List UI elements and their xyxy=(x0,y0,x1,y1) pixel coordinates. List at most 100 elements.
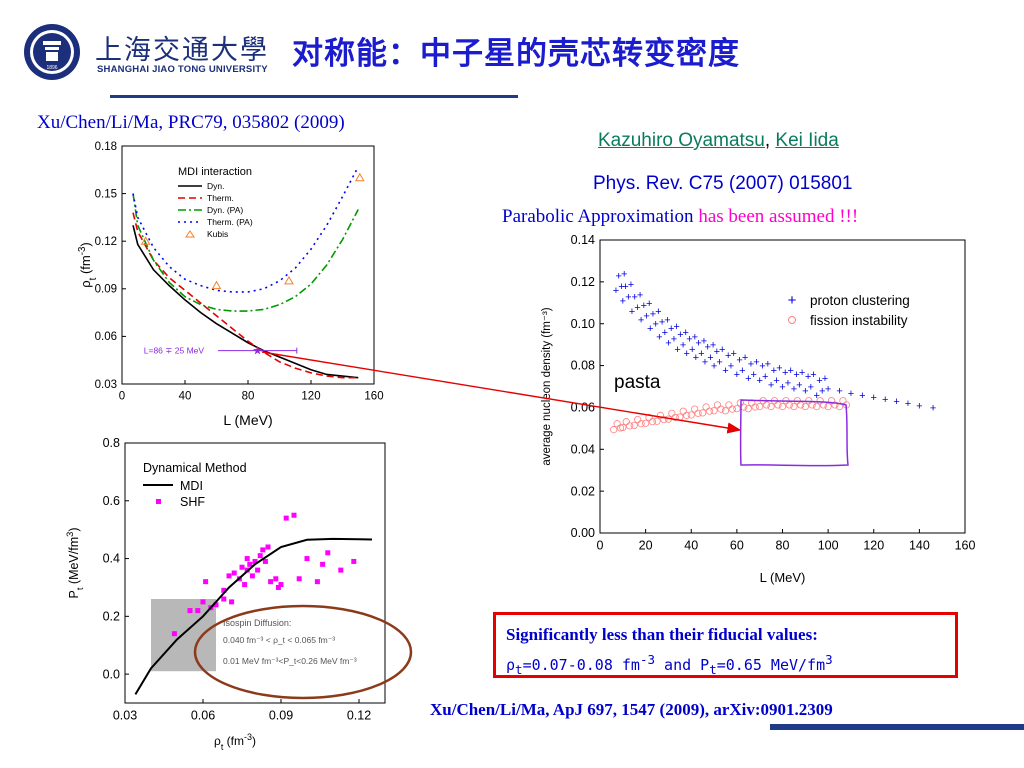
shf-point xyxy=(278,582,284,588)
x-tick-label: 0.06 xyxy=(191,709,215,723)
proton-clustering-point: + xyxy=(662,327,668,339)
kubis-triangle-marker xyxy=(284,275,294,285)
kubis-triangle-marker xyxy=(354,172,365,182)
fission-instability-point xyxy=(790,402,798,411)
proton-clustering-point: + xyxy=(810,369,816,381)
proton-clustering-point: + xyxy=(689,344,695,356)
chart-average-density-vs-l: 0 20 40 60 80 100 120 140 160 0.00 0.02 0.04 0.06 0.0… xyxy=(541,233,975,585)
proton-clustering-point: + xyxy=(785,377,791,389)
proton-clustering-point: + xyxy=(787,365,793,377)
fission-instability-point xyxy=(831,401,839,409)
proton-clustering-point: + xyxy=(793,369,799,381)
proton-clustering-point: + xyxy=(629,306,635,318)
fission-instability-point xyxy=(751,403,759,411)
proton-clustering-point: + xyxy=(730,348,736,360)
shf-point xyxy=(296,576,302,582)
shf-point xyxy=(247,561,253,567)
proton-clustering-point: + xyxy=(722,365,728,377)
fission-instability-point xyxy=(744,405,752,413)
shf-point xyxy=(320,561,326,567)
proton-clustering-point: + xyxy=(825,384,831,396)
kubis-triangle-marker xyxy=(211,280,222,290)
legend-title: MDI interaction xyxy=(178,166,252,178)
chart-pt-vs-rhot: 0.03 0.06 0.09 0.12 0.0 0.2 0.4 0.6 0.8 Dynamical… xyxy=(65,436,386,750)
legend-kubis-marker xyxy=(185,230,195,238)
x-tick-label: 60 xyxy=(730,539,744,553)
proton-clustering-point: + xyxy=(707,352,713,364)
fission-instability-point xyxy=(801,402,809,411)
y-tick-label: 0.0 xyxy=(103,667,120,681)
fission-instability-point xyxy=(626,422,634,430)
proton-clustering-point: + xyxy=(686,333,692,345)
fission-instability-point xyxy=(710,407,718,415)
x-tick-label: 20 xyxy=(639,539,653,553)
fission-instability-point xyxy=(756,402,764,411)
proton-clustering-point: + xyxy=(859,390,865,402)
proton-clustering-point: + xyxy=(674,344,680,356)
x-tick-label: 80 xyxy=(776,539,790,553)
proton-clustering-point: + xyxy=(711,361,717,373)
proton-clustering-point: + xyxy=(668,323,674,335)
parabolic-note-text: Parabolic Approximation xyxy=(502,206,699,227)
proton-clustering-point: + xyxy=(759,361,765,373)
proton-clustering-point: + xyxy=(621,268,627,280)
proton-clustering-point: + xyxy=(655,306,661,318)
slide-title: 对称能：中子星的壳芯转变密度 xyxy=(292,36,740,72)
p-exponent: 3 xyxy=(825,652,833,667)
proton-clustering-point: + xyxy=(652,319,658,331)
proton-clustering-point: + xyxy=(782,367,788,379)
proton-clustering-point: + xyxy=(634,302,640,314)
logo-year: 1896 xyxy=(46,65,57,71)
proton-clustering-point: + xyxy=(930,402,936,414)
proton-clustering-point: + xyxy=(848,388,854,400)
author-link-iida[interactable]: Kei Iida xyxy=(775,130,839,151)
link-arrow xyxy=(261,351,742,434)
series-line-therm- xyxy=(132,212,359,379)
chart-rhot-vs-l: 0 40 80 120 160 0.03 0.06 0.09 0.12 0.15 0.18 ★ L=86… xyxy=(77,141,384,428)
x-tick-label: 0 xyxy=(597,539,604,553)
x-tick-label: 160 xyxy=(364,391,383,403)
proton-clustering-point: + xyxy=(762,371,768,383)
author-link-oyamatsu[interactable]: Kazuhiro Oyamatsu xyxy=(598,130,765,151)
shf-point xyxy=(275,584,281,590)
isospin-annotation-p: 0.01 MeV fm⁻³<P_t<0.26 MeV fm⁻³ xyxy=(223,656,357,666)
legend-entry: MDI xyxy=(180,479,203,493)
rho-value: =0.07-0.08 fm xyxy=(522,656,640,674)
fission-instability-point xyxy=(778,402,787,411)
shf-point xyxy=(244,556,250,562)
x-axis-label: L (MeV) xyxy=(760,570,806,585)
shf-point xyxy=(283,515,289,521)
x-tick-label: 0.03 xyxy=(113,709,137,723)
journal-reference: Phys. Rev. C75 (2007) 015801 xyxy=(593,173,853,194)
shf-point xyxy=(291,512,297,518)
fission-instability-point xyxy=(660,415,668,424)
x-axis-label: L (MeV) xyxy=(223,412,272,428)
pasta-label: pasta xyxy=(614,372,661,393)
proton-clustering-point: + xyxy=(637,289,643,301)
rho-subscript: t xyxy=(515,662,523,677)
proton-clustering-point: + xyxy=(647,323,653,335)
fission-instability-point xyxy=(774,401,782,409)
legend-fission-marker xyxy=(788,316,796,324)
proton-clustering-point: + xyxy=(819,386,825,398)
proton-clustering-point: + xyxy=(641,300,647,312)
university-name-cn: 上海交通大學 xyxy=(95,35,269,66)
proton-clustering-point: + xyxy=(656,331,662,343)
proton-clustering-point: + xyxy=(742,352,748,364)
reference-prc: Xu/Chen/Li/Ma, PRC79, 035802 (2009) xyxy=(37,112,345,133)
proton-clustering-point: + xyxy=(734,369,740,381)
proton-clustering-point: + xyxy=(650,308,656,320)
callout-box xyxy=(493,612,958,678)
university-logo: 1896 xyxy=(24,24,80,80)
proton-clustering-point: + xyxy=(692,331,698,343)
shf-point xyxy=(273,576,279,582)
proton-clustering-point: + xyxy=(765,358,771,370)
proton-clustering-point: + xyxy=(816,375,822,387)
fission-instability-point xyxy=(762,401,771,409)
shf-point xyxy=(314,579,320,585)
y-tick-label: 0.09 xyxy=(95,284,117,296)
proton-clustering-point: + xyxy=(702,356,708,368)
x-tick-label: 0 xyxy=(119,391,125,403)
x-tick-label: 120 xyxy=(301,391,320,403)
p-value: =0.65 MeV/fm xyxy=(716,656,826,674)
